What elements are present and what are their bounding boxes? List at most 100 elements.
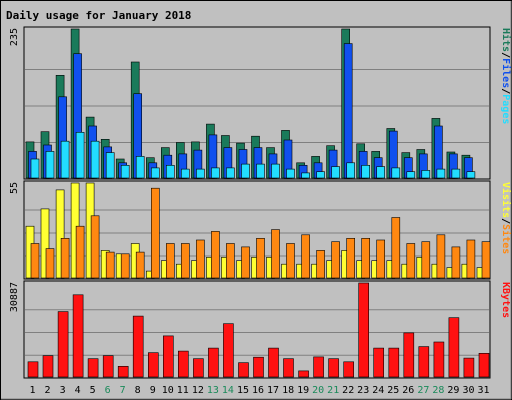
x-tick-label-19: 19 [297,385,309,396]
panel-max-label: 30887 [9,282,20,312]
bar-pages-day-12 [196,168,205,179]
bar-sites-day-26 [406,243,416,279]
bar-sites-day-1 [30,243,40,279]
bar-sites-day-25 [391,217,401,279]
x-tick-label-3: 3 [60,385,66,396]
bar-sites-day-4 [75,225,85,279]
bar-kbytes-day-25 [388,347,400,378]
bar-pages-day-5 [90,140,100,179]
series-sites [30,187,491,279]
x-tick-label-15: 15 [237,385,249,396]
bar-kbytes-day-31 [478,352,490,378]
bar-pages-day-27 [421,170,431,179]
legend-sites: Sites [500,224,512,254]
bar-sites-day-5 [90,215,100,279]
bar-files-day-22 [343,43,353,179]
bar-pages-day-10 [166,165,175,179]
series-pages [30,132,476,179]
x-tick-label-14: 14 [222,385,234,396]
bar-pages-day-4 [75,132,85,179]
legend-visits: Visits [500,182,512,218]
bar-kbytes-day-30 [463,357,475,378]
bar-pages-day-8 [135,156,145,179]
bar-pages-day-30 [466,171,476,179]
bar-pages-day-9 [151,167,160,179]
bar-pages-day-18 [286,168,295,179]
bar-kbytes-day-22 [343,361,355,378]
x-tick-label-27: 27 [417,385,429,396]
bar-kbytes-day-20 [313,356,324,378]
bar-pages-day-23 [361,165,371,179]
bar-pages-day-24 [376,166,386,179]
x-tick-label-22: 22 [342,385,354,396]
x-tick-label-21: 21 [327,385,339,396]
legend-hits: Hits [500,28,512,52]
bar-sites-day-15 [241,246,250,279]
x-tick-label-10: 10 [162,385,174,396]
bar-pages-day-14 [226,167,235,179]
bar-visits-day-2 [40,208,50,279]
bar-sites-day-20 [316,250,325,279]
x-tick-label-17: 17 [267,385,279,396]
bar-kbytes-day-6 [102,355,114,378]
bar-kbytes-day-7 [117,365,129,378]
bar-kbytes-day-12 [193,358,204,378]
panel-max-label: 235 [9,28,20,46]
bar-kbytes-day-5 [87,358,99,378]
bar-kbytes-day-19 [298,370,309,378]
bar-pages-day-16 [256,163,265,179]
bar-pages-day-20 [316,171,325,179]
bar-pages-day-25 [391,167,401,179]
bar-pages-day-28 [436,168,446,179]
x-tick-label-20: 20 [312,385,324,396]
bar-sites-day-28 [436,234,446,279]
bar-kbytes-day-16 [253,356,264,378]
legend-sep1: / [500,88,511,94]
x-tick-label-28: 28 [432,385,444,396]
bar-sites-day-13 [211,231,220,279]
bar-sites-day-10 [166,243,175,279]
x-tick-label-29: 29 [447,385,459,396]
legend-sep2: / [500,52,511,58]
bar-sites-day-14 [226,243,235,279]
bar-sites-day-22 [346,238,356,279]
x-tick-label-12: 12 [192,385,204,396]
x-tick-label-1: 1 [29,385,35,396]
panel-legend: Hits/Files/Pages [500,28,512,124]
x-tick-label-6: 6 [105,385,111,396]
bar-kbytes-day-3 [57,311,69,378]
bar-sites-day-6 [105,251,115,279]
bar-kbytes-day-11 [178,350,189,378]
bar-sites-day-27 [421,241,431,279]
bar-pages-day-7 [120,165,130,179]
bar-kbytes-day-9 [148,352,159,378]
bar-kbytes-day-24 [373,347,385,378]
panel-kbytes: 30887 KBytes [9,280,511,379]
x-tick-label-9: 9 [150,385,156,396]
x-tick-label-25: 25 [387,385,399,396]
bar-pages-day-21 [331,166,340,179]
x-tick-label-18: 18 [282,385,294,396]
x-tick-label-8: 8 [135,385,141,396]
bar-sites-day-2 [45,248,55,279]
bar-pages-day-13 [211,167,220,179]
bar-kbytes-day-28 [433,341,445,378]
bar-kbytes-day-23 [358,282,370,378]
x-tick-label-11: 11 [177,385,189,396]
bar-sites-day-17 [271,229,280,279]
bar-sites-day-19 [301,234,310,279]
bar-kbytes-day-13 [208,347,219,378]
bar-sites-day-23 [361,238,371,279]
bar-pages-day-17 [271,163,280,179]
bar-kbytes-day-15 [238,362,249,378]
x-tick-label-16: 16 [252,385,264,396]
bar-pages-day-3 [60,140,70,179]
bar-sites-day-21 [331,241,340,279]
panel-legend: KBytes [500,282,511,318]
x-axis-day-labels: 1 2 3 4 5 6 7 8 9 10 11 12 13 14 15 16 17 18 19 20 21 22 23 24 2… [29,385,489,396]
legend-pages: Pages [500,94,511,124]
x-tick-label-31: 31 [477,385,489,396]
series-kbytes [27,282,490,378]
